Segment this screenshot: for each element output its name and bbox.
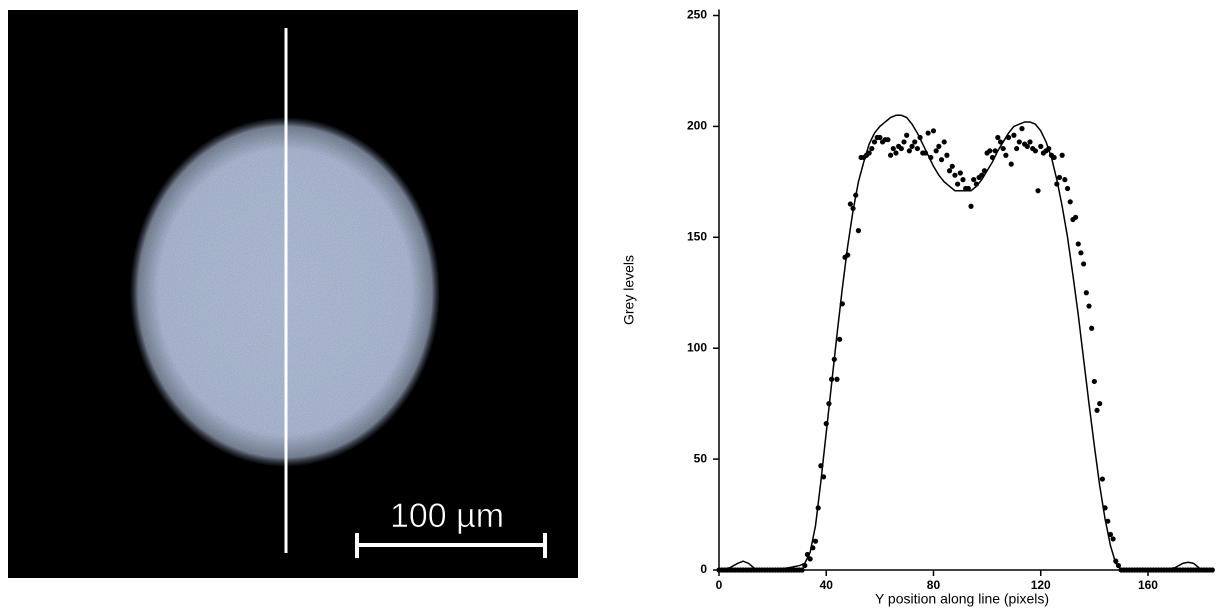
- data-point: [834, 376, 840, 382]
- data-point: [957, 170, 963, 176]
- data-point: [941, 139, 947, 145]
- data-point: [914, 145, 921, 152]
- data-point: [1086, 303, 1092, 309]
- y-tick-label: 250: [687, 8, 707, 22]
- profile-plot: Grey levels Y position along line (pixel…: [621, 8, 1215, 607]
- data-point: [912, 139, 918, 145]
- data-point: [930, 128, 937, 134]
- data-point: [1064, 185, 1071, 192]
- data-point: [812, 538, 819, 544]
- data-point: [1024, 143, 1030, 149]
- data-point: [1059, 152, 1065, 158]
- data-point: [1051, 154, 1057, 161]
- data-point: [965, 185, 971, 192]
- data-point: [1027, 139, 1033, 145]
- y-tick-label: 50: [694, 451, 708, 465]
- data-point: [938, 157, 945, 163]
- data-point: [1035, 188, 1041, 194]
- data-point: [1016, 139, 1022, 145]
- data-point: [995, 134, 1001, 141]
- micrograph: 100 µm: [8, 10, 578, 578]
- data-point: [807, 556, 813, 562]
- data-point: [1062, 177, 1068, 183]
- x-tick-label: 120: [1031, 578, 1051, 592]
- data-point: [890, 145, 896, 152]
- data-point: [1032, 148, 1038, 154]
- data-point: [1038, 143, 1044, 149]
- data-point: [904, 132, 910, 138]
- data-point: [898, 145, 904, 152]
- y-tick-label: 0: [700, 562, 707, 576]
- data-point: [1097, 401, 1103, 407]
- data-point: [847, 201, 853, 207]
- fit-curve: [718, 114, 1210, 571]
- data-point: [1083, 290, 1089, 296]
- data-point: [933, 148, 939, 154]
- y-tick-label: 200: [687, 119, 707, 133]
- data-point: [925, 130, 931, 136]
- data-point: [901, 139, 907, 145]
- data-point: [1209, 567, 1215, 573]
- data-point: [1000, 145, 1006, 152]
- data-point: [799, 567, 805, 573]
- data-point: [1094, 407, 1100, 413]
- data-point: [909, 143, 915, 149]
- data-point: [887, 152, 894, 158]
- data-point: [1008, 161, 1014, 167]
- data-point: [1072, 214, 1079, 220]
- x-tick-label: 40: [820, 578, 834, 592]
- data-point: [1081, 261, 1087, 267]
- data-point: [968, 203, 974, 209]
- data-point: [955, 181, 961, 187]
- data-point: [837, 336, 843, 342]
- x-tick-label: 160: [1138, 578, 1158, 592]
- x-axis-label: Y position along line (pixels): [875, 591, 1049, 607]
- data-point: [1056, 174, 1063, 181]
- data-point: [877, 134, 883, 141]
- data-point: [960, 177, 966, 183]
- data-point: [893, 150, 899, 156]
- data-point: [1091, 378, 1097, 385]
- y-tick-label: 150: [687, 229, 707, 243]
- data-point: [1099, 476, 1105, 482]
- y-axis-label: Grey levels: [621, 255, 637, 325]
- data-point: [855, 228, 862, 234]
- data-point: [869, 145, 875, 152]
- data-point: [885, 137, 891, 143]
- data-point: [1014, 145, 1020, 152]
- data-point: [1110, 536, 1116, 542]
- data-point: [866, 150, 872, 156]
- data-point: [946, 168, 953, 174]
- data-point: [871, 139, 878, 145]
- data-point: [971, 177, 977, 183]
- x-tick-label: 80: [927, 578, 941, 592]
- scale-bar-label: 100 µm: [390, 497, 504, 535]
- data-point: [952, 172, 958, 178]
- data-point: [987, 148, 993, 154]
- data-point: [949, 163, 955, 169]
- data-point: [1019, 126, 1025, 132]
- data-point: [1067, 199, 1073, 205]
- data-point: [1075, 241, 1081, 247]
- data-point: [1089, 325, 1095, 331]
- y-tick-label: 100: [687, 340, 707, 354]
- data-point: [1003, 152, 1009, 158]
- data-point: [1078, 250, 1084, 256]
- data-point: [906, 148, 912, 154]
- data-point: [936, 143, 942, 149]
- x-tick-label: 0: [716, 578, 723, 592]
- data-point: [1011, 132, 1017, 138]
- data-point: [944, 152, 950, 158]
